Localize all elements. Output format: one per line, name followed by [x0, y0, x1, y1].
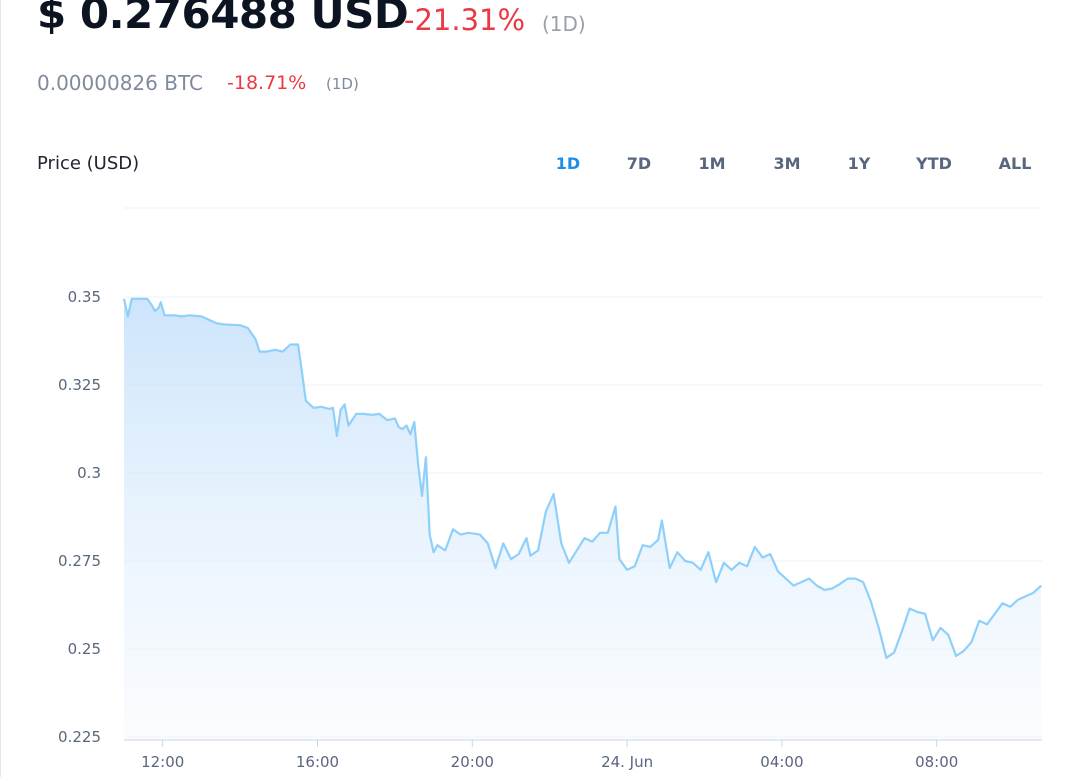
x-tick-label: 24. Jun [601, 753, 653, 771]
tab-7d[interactable]: 7D [626, 154, 652, 173]
chart-area-layer [122, 297, 1042, 740]
x-tick-label: 04:00 [760, 753, 803, 771]
price-change-btc: -18.71% [227, 72, 307, 94]
x-tick-label: 12:00 [141, 753, 184, 771]
tab-1m[interactable]: 1M [698, 154, 726, 173]
price-btc: 0.00000826 BTC [37, 71, 203, 95]
x-tick-label: 16:00 [296, 753, 339, 771]
y-tick-label: 0.225 [58, 728, 101, 746]
chart-axes: 0.35 0.325 0.3 0.275 0.25 0.225 12:00 16:00 20:0… [58, 288, 1042, 771]
price-period-btc: (1D) [326, 75, 359, 93]
y-tick-label: 0.275 [58, 552, 101, 570]
chart-title: Price (USD) [37, 153, 140, 174]
tab-1d[interactable]: 1D [555, 154, 581, 173]
x-tick-label: 20:00 [451, 753, 494, 771]
price-change-usd: -21.31% [404, 3, 526, 37]
x-tick-label: 08:00 [915, 753, 958, 771]
y-tick-label: 0.3 [77, 464, 101, 482]
price-area-fill [124, 298, 1042, 740]
y-tick-label: 0.25 [68, 640, 101, 658]
tab-3m[interactable]: 3M [773, 154, 801, 173]
panel-left-border [0, 0, 1, 777]
y-tick-label: 0.325 [58, 376, 101, 394]
time-range-tabs: 1D 7D 1M 3M 1Y YTD ALL [532, 150, 1062, 180]
price-usd: $ 0.276488 USD [37, 0, 409, 38]
tab-ytd[interactable]: YTD [916, 154, 952, 173]
y-tick-label: 0.35 [68, 288, 101, 306]
price-line [122, 297, 1042, 659]
tab-1y[interactable]: 1Y [847, 154, 871, 173]
tab-all[interactable]: ALL [998, 154, 1032, 173]
price-period-usd: (1D) [542, 12, 586, 36]
